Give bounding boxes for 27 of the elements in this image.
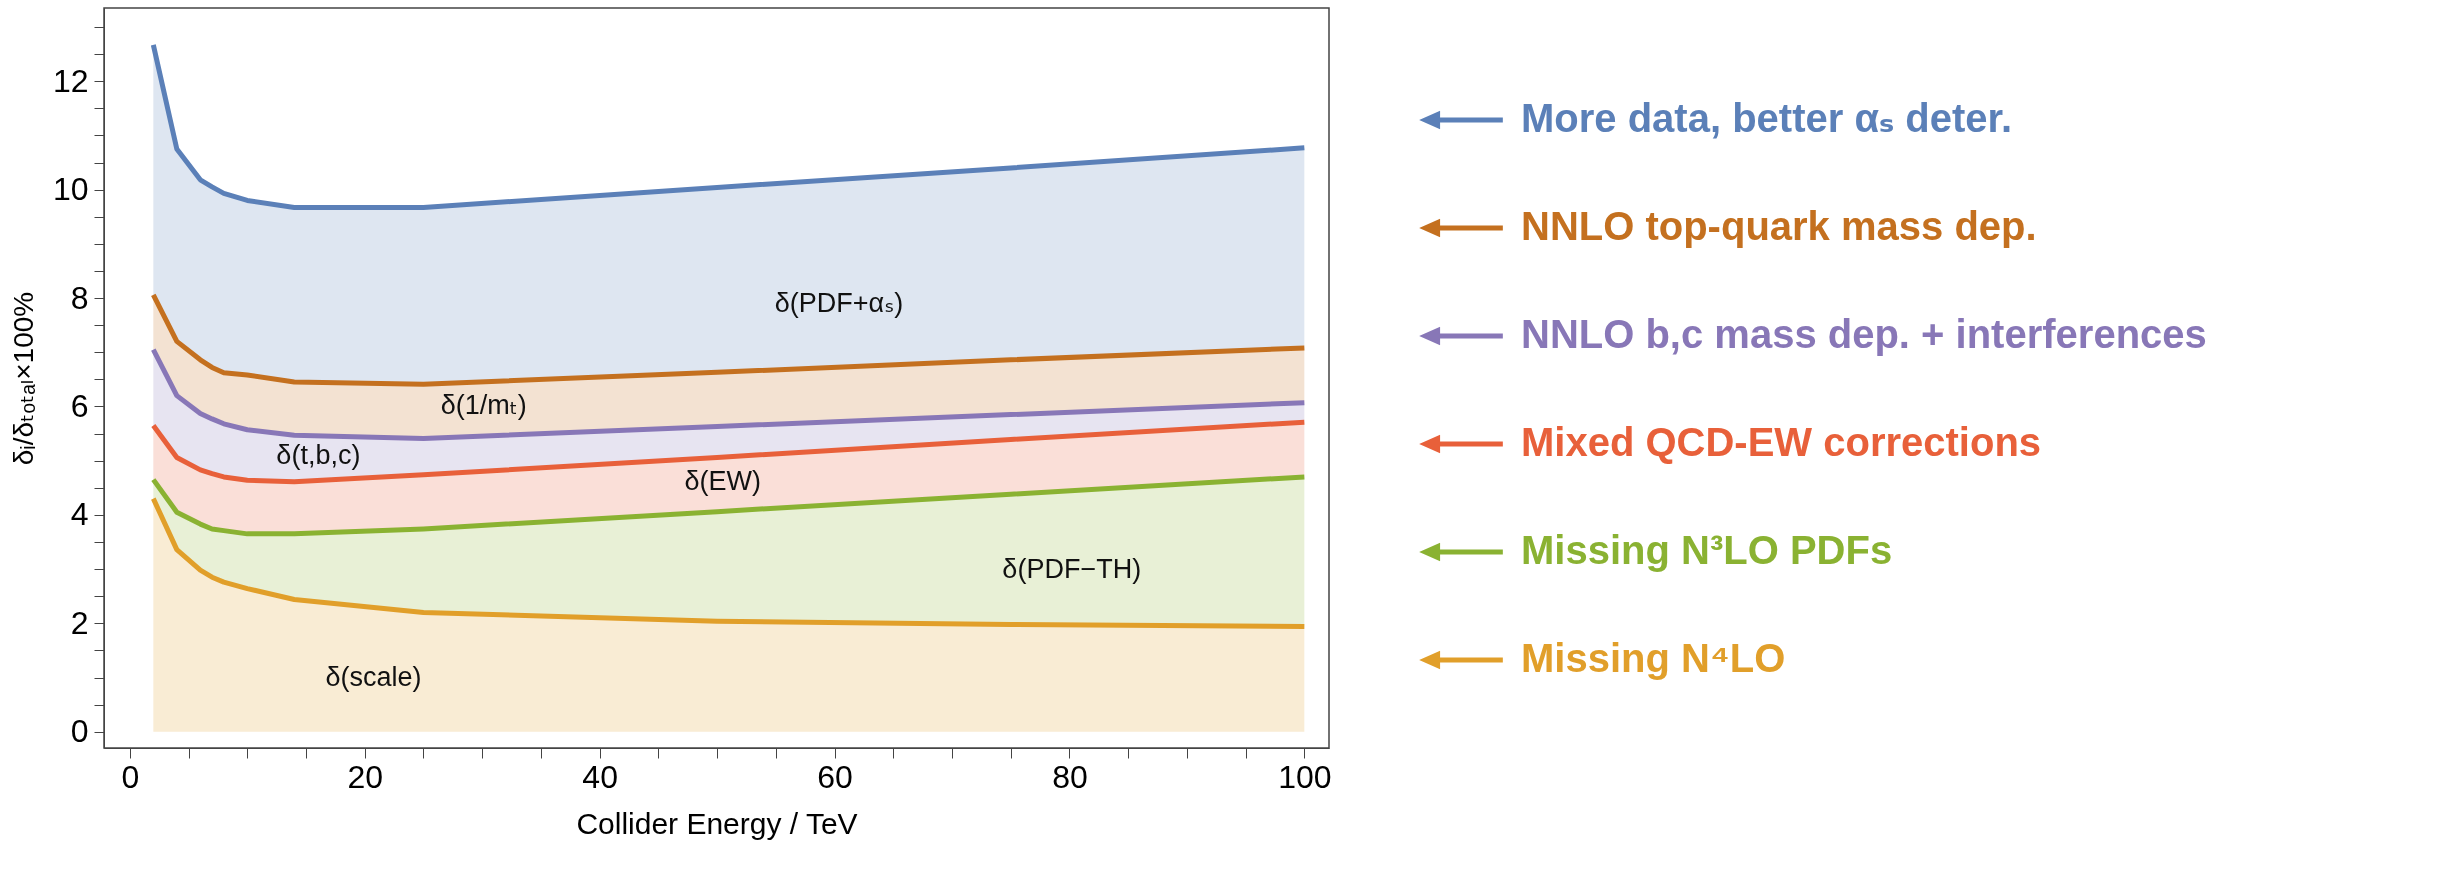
legend-label: Missing N⁴LO [1521,636,1786,680]
annotation: δ(1/mₜ) [440,390,527,421]
y-tick-label: 12 [52,62,89,99]
y-tick-label: 0 [70,713,89,750]
y-tick-label: 2 [70,604,89,641]
legend-label: Mixed QCD-EW corrections [1521,420,2042,464]
y-tick-label: 10 [52,171,89,208]
y-tick-label: 6 [70,387,89,424]
legend-label: More data, better αₛ deter. [1521,96,2013,140]
x-tick-label: 100 [1278,758,1332,795]
annotation: δ(EW) [684,465,761,496]
y-axis-title: δᵢ/δₜₒₜₐₗ×100% [7,291,39,466]
legend-label: NNLO b,c mass dep. + interferences [1521,312,2207,356]
annotation: δ(t,b,c) [276,440,361,471]
y-tick-label: 8 [70,279,89,316]
x-tick-label: 20 [347,758,384,795]
x-tick-label: 80 [1052,758,1088,795]
annotation: δ(PDF−TH) [1002,554,1142,585]
x-tick-label: 60 [817,758,853,795]
legend-label: Missing N³LO PDFs [1521,528,1893,572]
y-tick-label: 4 [70,496,89,533]
annotation: δ(PDF+αₛ) [774,288,904,318]
annotation: δ(scale) [325,661,422,692]
x-tick-label: 0 [121,758,140,795]
x-axis-title: Collider Energy / TeV [576,806,858,840]
x-tick-label: 40 [582,758,618,795]
legend-label: NNLO top-quark mass dep. [1521,204,2037,248]
